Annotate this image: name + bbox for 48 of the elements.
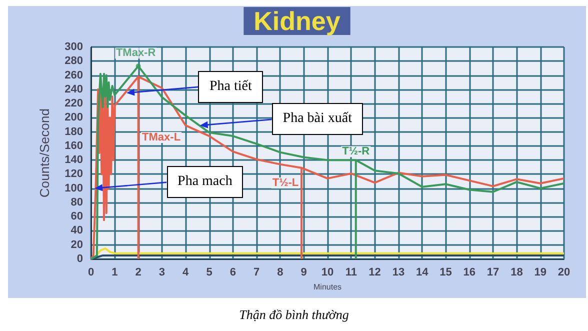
x-tick-label: 10 [321,266,334,278]
y-tick-label: 0 [76,253,83,265]
y-tick-label: 140 [64,154,83,166]
y-tick-label: 300 [64,41,83,53]
x-tick-label: 6 [230,266,236,278]
x-tick-label: 9 [300,266,307,278]
x-tick-label: 3 [158,266,166,278]
y-tick-label: 280 [64,55,83,68]
x-tick-label: 17 [486,266,500,278]
y-tick-label: 120 [64,168,83,180]
y-tick-label: 200 [64,112,83,124]
y-tick-label: 60 [70,210,83,223]
series-label: TMax-L [142,131,181,144]
y-tick-label: 80 [70,196,83,208]
x-tick-label: 14 [416,266,430,278]
x-tick-label: 20 [558,266,570,278]
x-tick-label: 13 [392,266,405,278]
series-label: TMax-R [116,47,156,60]
x-tick-label: 5 [206,266,212,278]
x-tick-label: 11 [345,266,357,278]
x-tick-label: 18 [510,266,523,278]
x-tick-label: 8 [277,266,284,278]
x-tick-label: 15 [440,266,452,278]
y-tick-label: 100 [64,182,83,194]
series-label: T½-R [342,146,370,158]
y-tick-label: 240 [64,83,83,96]
x-tick-label: 4 [182,266,190,278]
y-tick-label: 40 [70,224,83,237]
x-tick-label: 7 [253,266,260,278]
y-tick-label: 20 [70,238,83,251]
x-tick-label: 0 [88,266,94,278]
x-tick-label: 12 [368,266,381,278]
y-tick-label: 220 [64,98,83,110]
text: Thận đồ bình thường [238,307,350,323]
x-tick-label: 2 [135,266,142,278]
x-tick-label: 19 [534,266,546,278]
series-label: T½-L [272,177,299,190]
x-tick-label: 1 [112,266,118,278]
x-tick-label: 16 [463,266,476,278]
annotation: Pha tiết [198,70,263,103]
x-axis-title: Minutes [313,282,342,292]
y-tick-label: 180 [64,126,83,138]
y-axis-title: Counts/Second [37,108,52,198]
chart-title: Kidney [254,6,341,36]
annotation: Pha mach [166,166,244,198]
annotation: Pha bài xuất [272,103,363,136]
y-tick-label: 260 [64,69,83,82]
y-tick-label: 160 [64,140,83,152]
